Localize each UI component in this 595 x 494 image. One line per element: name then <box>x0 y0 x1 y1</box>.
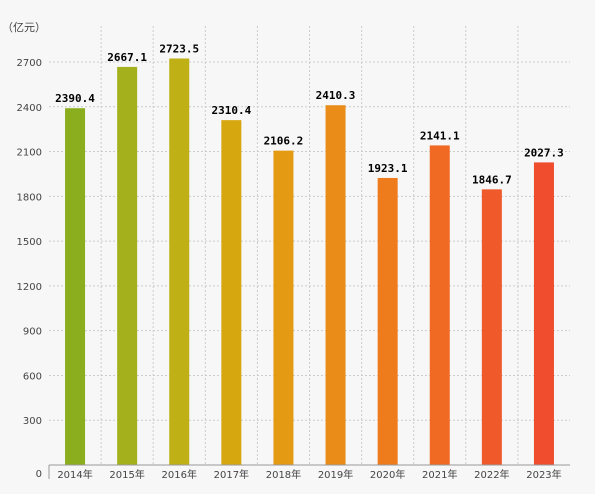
y-tick-label: 600 <box>23 371 42 382</box>
bar <box>533 162 554 465</box>
data-label: 2390.4 <box>55 92 95 105</box>
y-tick-label: 1500 <box>17 237 42 248</box>
y-tick-label: 300 <box>23 416 42 427</box>
y-tick-labels: 0 300 600 900 1200 1500 1800 2100 2400 2700 <box>17 58 42 480</box>
x-tick-label: 2015年 <box>109 468 144 481</box>
data-label: 2141.1 <box>420 129 460 142</box>
y-tick-label: 1800 <box>17 192 42 203</box>
x-tick-label: 2018年 <box>266 468 301 481</box>
bar <box>117 66 138 465</box>
x-tick-label: 2021年 <box>422 468 457 481</box>
bar <box>65 108 86 465</box>
bar <box>325 105 346 465</box>
data-label: 1923.1 <box>368 162 408 175</box>
bar <box>429 145 450 465</box>
data-label: 1846.7 <box>472 173 512 186</box>
y-tick-label: 1200 <box>17 282 42 293</box>
data-label: 2723.5 <box>159 42 199 55</box>
bar <box>169 58 190 466</box>
x-tick-label: 2022年 <box>474 468 509 481</box>
y-axis-unit-label: （亿元） <box>2 21 46 34</box>
data-label: 2310.4 <box>211 104 251 117</box>
data-label: 2667.1 <box>107 51 147 64</box>
y-tick-label: 0 <box>36 469 42 480</box>
x-tick-label: 2019年 <box>318 468 353 481</box>
x-tick-labels: 2014年 2015年 2016年 2017年 2018年 2019年 2020年 2021年… <box>57 468 561 481</box>
data-label: 2410.3 <box>316 89 356 102</box>
data-label: 2106.2 <box>264 135 304 148</box>
data-labels: 2390.4 2667.1 2723.5 2310.4 2106.2 2410.3 1923… <box>55 42 564 186</box>
y-tick-label: 2100 <box>17 148 42 159</box>
bar <box>481 189 502 466</box>
grid-lines <box>49 26 570 465</box>
x-tick-label: 2017年 <box>214 468 249 481</box>
y-tick-label: 2400 <box>17 103 42 114</box>
y-tick-label: 900 <box>23 327 42 338</box>
x-tick-label: 2014年 <box>57 468 92 481</box>
bar <box>377 177 398 465</box>
x-tick-label: 2016年 <box>162 468 197 481</box>
x-tick-label: 2023年 <box>526 468 561 481</box>
bar <box>273 150 294 466</box>
data-label: 2027.3 <box>524 146 564 159</box>
bar <box>221 120 242 466</box>
x-tick-label: 2020年 <box>370 468 405 481</box>
y-tick-label: 2700 <box>17 58 42 69</box>
bars <box>65 58 554 466</box>
